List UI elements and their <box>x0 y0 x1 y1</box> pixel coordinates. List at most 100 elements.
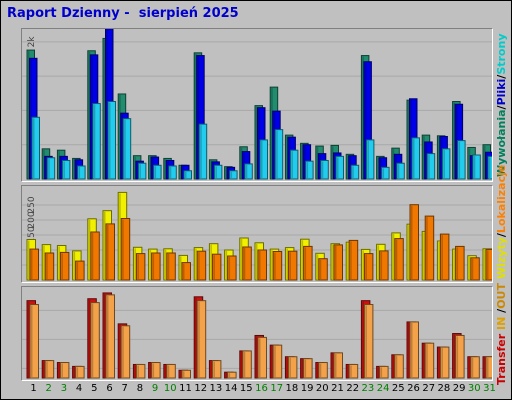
report-title: Raport Dzienny - sierpień 2025 <box>7 6 239 21</box>
bar-lokalizacje-day-7 <box>120 218 131 281</box>
bar-shading <box>195 297 197 377</box>
bar-shading <box>347 155 349 178</box>
day-label: 10 <box>164 383 177 394</box>
hits-chart: 50010001.5k2k <box>22 29 492 180</box>
day-label: 30 <box>468 383 481 394</box>
bar-strony-day-9 <box>153 164 162 180</box>
bar-shading <box>274 346 276 377</box>
bar-shading <box>28 51 30 178</box>
bar-shading <box>471 258 474 279</box>
bar-shading <box>256 243 258 279</box>
transfer-panel: 5M20M35M <box>21 286 493 381</box>
bar-lokalizacje-day-11 <box>181 262 191 281</box>
bar-lokalizacje-day-20 <box>318 258 328 281</box>
bar-shading <box>453 250 456 279</box>
bar-shading <box>240 239 243 279</box>
bar-strony-day-6 <box>107 101 116 180</box>
bar-shading <box>316 363 319 377</box>
bar-strony-day-20 <box>320 159 329 180</box>
bar-shading <box>198 252 200 279</box>
bar-lokalizacje-day-5 <box>90 231 100 281</box>
bar-shading <box>213 255 215 279</box>
bar-shading <box>395 355 398 377</box>
bar-shading <box>456 105 458 178</box>
day-label: 18 <box>286 383 299 394</box>
day-label: 23 <box>362 383 375 394</box>
bar-lokalizacje-day-26 <box>409 204 419 281</box>
bar-shading <box>332 146 334 178</box>
bar-lokalizacje-day-29 <box>455 245 465 281</box>
bar-shading <box>60 157 63 178</box>
bar-strony-day-8 <box>137 162 147 180</box>
bar-strony-day-23 <box>365 139 375 180</box>
bar-shading <box>319 154 321 178</box>
bar-out-day-31 <box>485 356 492 379</box>
day-label: 13 <box>210 383 223 394</box>
bar-shading <box>349 156 352 178</box>
bar-shading <box>119 324 121 377</box>
bar-shading <box>152 363 155 377</box>
bar-shading <box>76 160 78 178</box>
bar-shading <box>289 357 291 377</box>
bar-strony-day-13 <box>213 164 223 180</box>
bar-shading <box>471 156 473 178</box>
bar-shading <box>119 193 121 279</box>
legend-entry: / <box>495 232 508 237</box>
bar-shading <box>43 149 45 178</box>
bar-shading <box>335 245 337 279</box>
bar-shading <box>411 205 413 279</box>
bar-shading <box>316 147 319 178</box>
bar-out-day-2 <box>44 360 55 379</box>
bar-out-day-22 <box>348 363 359 379</box>
day-label: 19 <box>301 383 314 394</box>
bar-lokalizacje-day-2 <box>44 252 55 281</box>
bar-lokalizacje-day-31 <box>485 248 492 281</box>
bar-shading <box>245 164 248 178</box>
bar-shading <box>486 153 488 178</box>
bar-strony-day-15 <box>244 163 253 180</box>
bar-strony-day-5 <box>92 103 101 180</box>
bar-shading <box>276 130 278 178</box>
bar-lokalizacje-day-25 <box>394 238 404 281</box>
bar-lokalizacje-day-6 <box>105 223 115 281</box>
bar-strony-day-7 <box>122 118 132 180</box>
bar-strony-day-24 <box>381 166 390 180</box>
bar-shading <box>380 367 383 377</box>
bar-shading <box>225 373 228 377</box>
bar-strony-day-28 <box>441 148 451 180</box>
legend-entry: Strony <box>495 34 508 75</box>
bar-shading <box>408 322 410 377</box>
bar-shading <box>198 301 200 377</box>
bar-shading <box>458 141 461 178</box>
bar-out-day-5 <box>90 302 100 379</box>
day-label: 24 <box>377 383 390 394</box>
bar-shading <box>332 353 334 377</box>
bar-shading <box>48 158 50 178</box>
bar-lokalizacje-day-4 <box>75 260 85 281</box>
bar-shading <box>425 142 428 178</box>
bar-shading <box>456 247 459 279</box>
bar-out-day-4 <box>75 365 85 379</box>
bar-shading <box>335 353 337 377</box>
bar-strony-day-1 <box>31 116 40 180</box>
legend-entry: Lokalizacje <box>495 165 508 233</box>
bar-lokalizacje-day-9 <box>151 252 161 281</box>
day-label: 14 <box>225 383 238 394</box>
bar-shading <box>76 262 79 279</box>
bar-shading <box>471 357 474 377</box>
bar-out-day-13 <box>211 360 222 379</box>
bar-shading <box>139 164 141 178</box>
bar-shading <box>195 53 197 179</box>
bar-shading <box>228 257 231 279</box>
bar-lokalizacje-day-18 <box>287 250 298 281</box>
bar-lokalizacje-day-15 <box>242 246 252 281</box>
day-label: 12 <box>194 383 207 394</box>
y-tick-label: 250 <box>27 196 37 213</box>
legend-entry: / <box>495 308 508 313</box>
day-label: 17 <box>270 383 283 394</box>
bar-shading <box>73 251 76 279</box>
bar-shading <box>288 138 291 178</box>
bar-strony-day-3 <box>61 159 71 180</box>
bar-shading <box>487 250 489 279</box>
bar-shading <box>438 348 440 377</box>
